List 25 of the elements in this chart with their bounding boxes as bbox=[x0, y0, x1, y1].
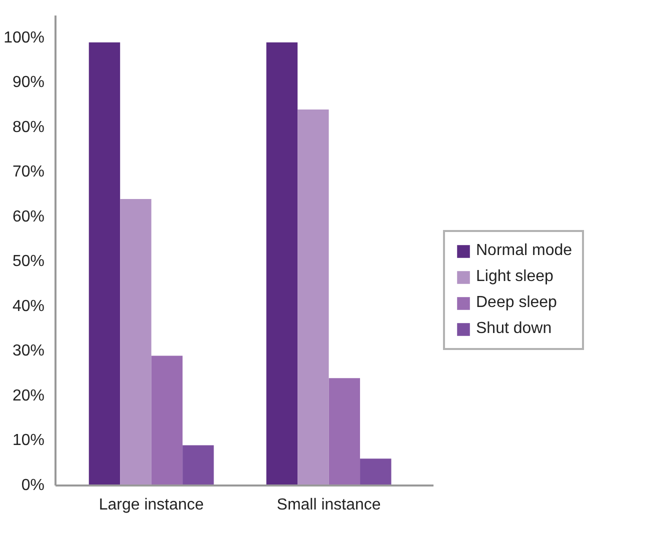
bar bbox=[120, 199, 152, 486]
y-tick-label: 20% bbox=[12, 387, 45, 404]
y-tick-label: 0% bbox=[21, 477, 44, 494]
legend-label: Deep sleep bbox=[476, 294, 557, 312]
y-tick-label: 70% bbox=[12, 164, 45, 181]
y-tick-label: 60% bbox=[12, 208, 45, 226]
y-tick-label: 90% bbox=[12, 74, 45, 92]
y-tick-label: 80% bbox=[12, 118, 45, 136]
bar bbox=[182, 445, 214, 486]
y-tick-label: 10% bbox=[12, 432, 45, 450]
y-tick-label: 100% bbox=[4, 29, 44, 46]
bar bbox=[328, 378, 360, 486]
legend-label: Light sleep bbox=[476, 268, 554, 286]
x-tick-label: Large instance bbox=[98, 496, 204, 514]
bar bbox=[298, 110, 329, 486]
y-tick-label: 30% bbox=[12, 342, 45, 360]
x-tick-label: Small instance bbox=[276, 496, 381, 514]
bar bbox=[266, 42, 298, 486]
bar bbox=[360, 458, 392, 486]
bar bbox=[88, 42, 120, 486]
legend-label: Shut down bbox=[476, 320, 552, 338]
y-tick-label: 40% bbox=[12, 298, 45, 315]
bar bbox=[151, 356, 183, 486]
legend-label: Normal mode bbox=[476, 242, 572, 260]
y-tick-label: 50% bbox=[12, 253, 45, 270]
